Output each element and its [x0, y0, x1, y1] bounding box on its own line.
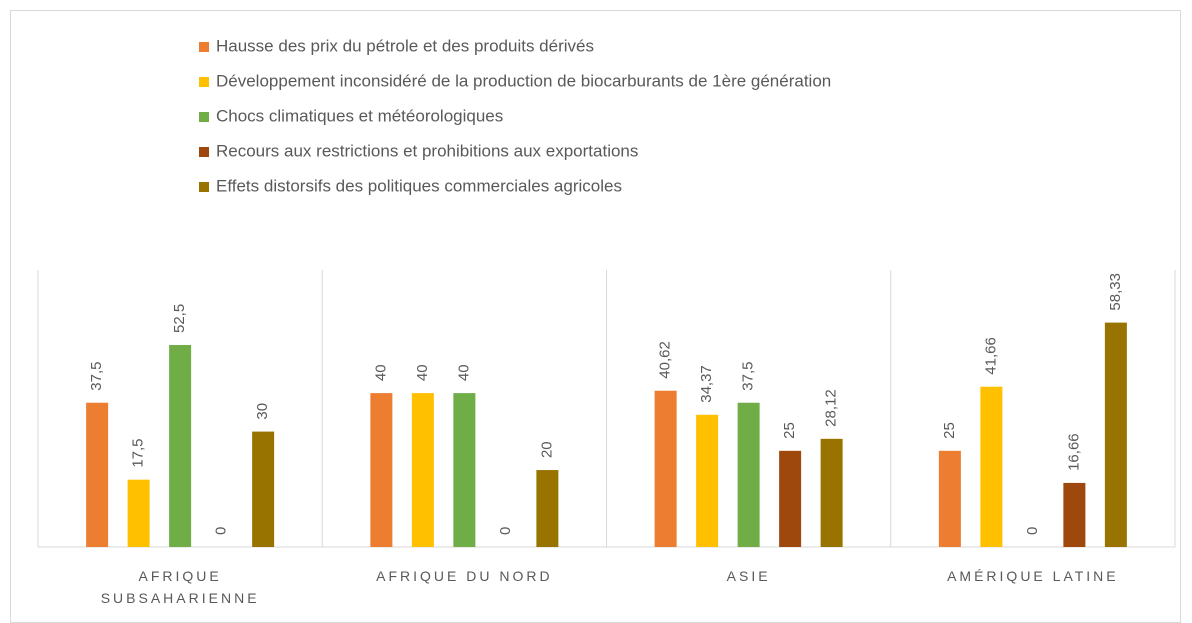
bar	[86, 402, 109, 547]
legend-swatch	[199, 182, 209, 192]
data-label: 41,66	[982, 337, 999, 375]
legend-swatch	[199, 112, 209, 122]
bar	[252, 431, 275, 547]
data-label: 37,5	[740, 362, 757, 391]
legend-label: Recours aux restrictions et prohibitions…	[216, 141, 638, 160]
legend-label: Chocs climatiques et météorologiques	[216, 106, 503, 125]
bar	[169, 345, 192, 547]
data-label: 30	[254, 403, 271, 420]
bar	[938, 450, 961, 547]
data-label: 16,66	[1065, 433, 1082, 471]
data-label: 40	[372, 364, 389, 381]
x-tick-label: AMÉRIQUE LATINE	[947, 568, 1119, 584]
data-label: 25	[781, 422, 798, 439]
data-label: 40,62	[657, 341, 674, 379]
legend-swatch	[199, 77, 209, 87]
data-label: 17,5	[130, 438, 147, 467]
data-label: 40	[414, 364, 431, 381]
legend-swatch	[199, 147, 209, 157]
x-tick-label: AFRIQUE DU NORD	[376, 568, 553, 584]
x-tick-label: AFRIQUE SUBSAHARIENNE	[100, 568, 260, 606]
bar	[980, 386, 1003, 547]
bar	[127, 479, 150, 547]
data-label: 58,33	[1107, 273, 1124, 311]
legend-label: Hausse des prix du pétrole et des produi…	[216, 36, 594, 55]
data-label: 40	[455, 364, 472, 381]
bar	[820, 438, 843, 547]
data-label: 0	[1024, 527, 1041, 535]
data-label: 0	[213, 527, 230, 535]
legend-label: Effets distorsifs des politiques commerc…	[216, 176, 622, 195]
data-label: 37,5	[88, 362, 105, 391]
data-label: 52,5	[171, 304, 188, 333]
data-label: 25	[941, 422, 958, 439]
x-tick-label: ASIE	[726, 568, 771, 584]
data-label: 20	[538, 441, 555, 458]
bar	[453, 393, 476, 547]
bar	[536, 470, 559, 547]
bar	[696, 414, 719, 547]
bar	[654, 390, 677, 547]
bar	[737, 402, 760, 547]
bar	[1063, 482, 1086, 547]
bar	[779, 450, 802, 547]
bar	[1104, 322, 1127, 547]
bar	[411, 393, 434, 547]
legend-label: Développement inconsidéré de la producti…	[216, 71, 831, 90]
data-label: 28,12	[823, 389, 840, 427]
data-label: 34,37	[698, 365, 715, 403]
data-label: 0	[497, 527, 514, 535]
legend-swatch	[199, 42, 209, 52]
bar	[370, 393, 393, 547]
